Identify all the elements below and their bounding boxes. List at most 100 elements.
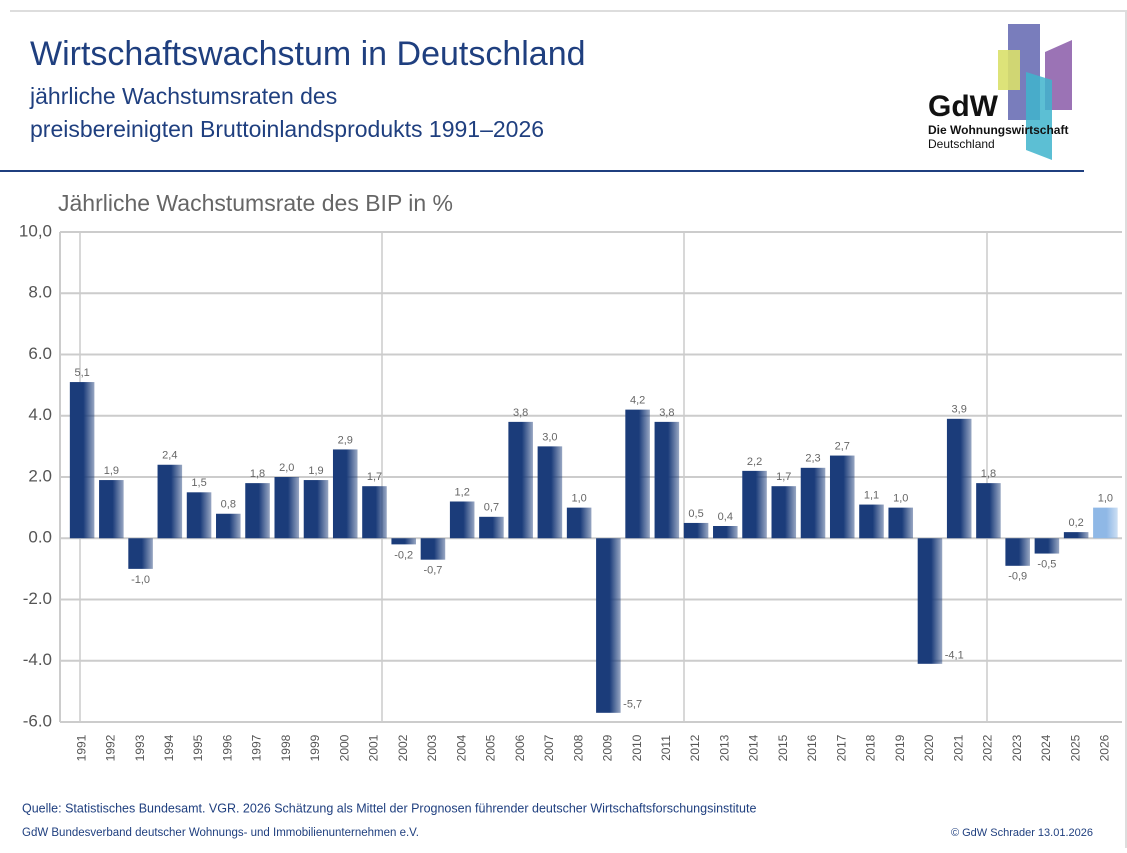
y-tick-label: 6.0	[28, 344, 52, 363]
value-label: 1,9	[308, 465, 323, 477]
bar	[596, 538, 621, 713]
x-tick-label: 2020	[922, 734, 936, 761]
x-tick-label: 2002	[396, 734, 410, 761]
value-label: 0,8	[221, 499, 236, 511]
bar	[976, 483, 1001, 539]
value-label: 2,9	[338, 434, 353, 446]
bar	[216, 513, 241, 539]
bar	[1063, 532, 1089, 539]
value-label: 2,2	[747, 456, 762, 468]
bar	[946, 418, 972, 539]
bar	[625, 409, 650, 539]
value-label: 1,8	[981, 468, 996, 480]
x-tick-label: 2004	[454, 734, 468, 761]
value-label: 3,8	[659, 407, 674, 419]
x-tick-label: 2018	[864, 734, 878, 761]
y-tick-label: 2.0	[28, 466, 52, 485]
logo-name: GdW	[928, 90, 999, 123]
value-label: -0,2	[394, 549, 413, 561]
x-tick-label: 1997	[250, 734, 264, 761]
value-label: -4,1	[945, 650, 964, 662]
bar	[800, 467, 826, 539]
source: Quelle: Statistisches Bundesamt. VGR. 20…	[22, 801, 756, 815]
logo: GdW Die Wohnungswirtschaft Deutschland	[928, 24, 1072, 160]
bar	[449, 501, 475, 539]
y-tick-label: 0.0	[28, 528, 52, 547]
x-tick-label: 2024	[1039, 734, 1053, 761]
bar	[245, 483, 270, 539]
value-label: 4,2	[630, 395, 645, 407]
bar	[566, 507, 592, 539]
logo-shape	[998, 50, 1020, 90]
value-label: -0,7	[423, 565, 442, 577]
x-tick-label: 1995	[191, 734, 205, 761]
copyright: © GdW Schrader 13.01.2026	[951, 827, 1093, 839]
bar	[537, 446, 563, 539]
bar	[1005, 538, 1030, 566]
x-tick-label: 2007	[542, 734, 556, 761]
value-label: 0,4	[718, 511, 733, 523]
value-label: 2,0	[279, 462, 294, 474]
bar	[683, 522, 709, 539]
x-tick-label: 2009	[601, 734, 615, 761]
x-tick-label: 2023	[1010, 734, 1024, 761]
value-label: 3,0	[542, 431, 557, 443]
bar	[888, 507, 914, 539]
value-label: 1,9	[104, 465, 119, 477]
logo-text: Deutschland	[928, 137, 995, 151]
y-tick-label: 10,0	[19, 221, 52, 240]
y-tick-label: -4.0	[23, 650, 52, 669]
bar	[479, 516, 504, 539]
value-label: -0,5	[1037, 558, 1056, 570]
value-label: 1,1	[864, 489, 879, 501]
value-label: -5,7	[623, 699, 642, 711]
bar	[420, 538, 446, 560]
x-tick-label: 2019	[893, 734, 907, 761]
x-tick-label: 2014	[747, 734, 761, 761]
value-label: 1,2	[455, 486, 470, 498]
subtitle: jährliche Wachstumsraten des	[29, 83, 337, 109]
value-label: -0,9	[1008, 571, 1027, 583]
x-tick-label: 2015	[776, 734, 790, 761]
bar	[362, 486, 387, 539]
x-tick-label: 2017	[834, 734, 848, 761]
x-tick-label: 2005	[484, 734, 498, 761]
value-label: 1,0	[1098, 493, 1113, 505]
x-tick-label: 2010	[630, 734, 644, 761]
bar	[917, 538, 943, 664]
x-tick-label: 2013	[717, 734, 731, 761]
bar	[742, 470, 767, 539]
value-label: 1,7	[367, 471, 382, 483]
bar	[128, 538, 153, 569]
bar	[99, 480, 124, 539]
title: Wirtschaftswachstum in Deutschland	[30, 35, 586, 73]
bar	[303, 480, 329, 539]
y-tick-label: -6.0	[23, 711, 52, 730]
x-tick-label: 2026	[1098, 734, 1112, 761]
x-tick-label: 2021	[951, 734, 965, 761]
value-label: 3,8	[513, 407, 528, 419]
value-label: 0,5	[688, 508, 703, 520]
value-label: 0,2	[1068, 517, 1083, 529]
bar	[332, 449, 358, 539]
x-tick-label: 1998	[279, 734, 293, 761]
x-tick-label: 2003	[425, 734, 439, 761]
value-label: 0,7	[484, 502, 499, 514]
value-label: 2,3	[805, 453, 820, 465]
bar	[1034, 538, 1060, 554]
bar	[391, 538, 416, 545]
y-axis-label: Jährliche Wachstumsrate des BIP in %	[58, 190, 453, 216]
bar	[508, 421, 533, 539]
x-tick-label: 1994	[162, 734, 176, 761]
x-tick-label: 2011	[659, 735, 673, 761]
bar	[69, 382, 95, 539]
x-tick-label: 1993	[133, 734, 147, 761]
bar	[713, 526, 738, 539]
x-tick-label: 2025	[1068, 734, 1082, 761]
value-label: 3,9	[952, 404, 967, 416]
x-tick-label: 1996	[220, 734, 234, 761]
subtitle: preisbereinigten Bruttoinlandsprodukts 1…	[30, 116, 544, 142]
logo-text: Die Wohnungswirtschaft	[928, 123, 1068, 137]
x-tick-label: 1991	[74, 734, 88, 761]
